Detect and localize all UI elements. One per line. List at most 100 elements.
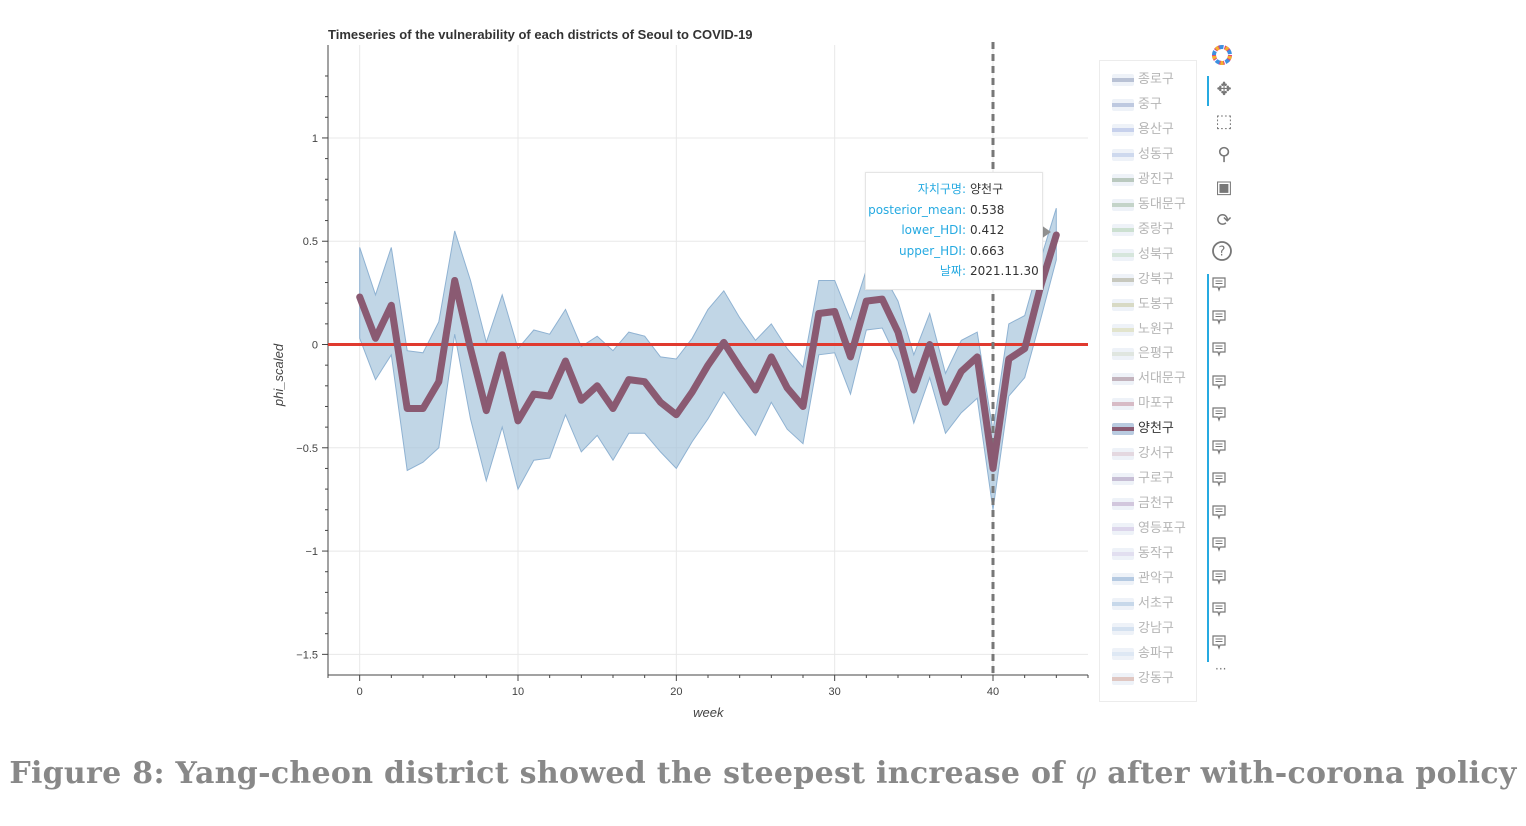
pan-icon[interactable]: ✥	[1216, 78, 1232, 100]
legend-label: 마포구	[1138, 396, 1174, 412]
legend-swatch-line	[1112, 477, 1134, 482]
legend-swatch-line	[1112, 427, 1134, 432]
x-tick-label: 30	[829, 686, 841, 698]
hover-tool-icon[interactable]	[1211, 601, 1237, 627]
legend-item[interactable]: 은평구	[1110, 342, 1196, 366]
legend-item[interactable]: 송파구	[1110, 642, 1196, 666]
legend-swatch	[1112, 373, 1134, 386]
legend-label: 송파구	[1138, 645, 1174, 661]
legend-swatch	[1112, 198, 1134, 211]
legend-swatch	[1112, 622, 1134, 635]
legend-item[interactable]: 금천구	[1110, 492, 1196, 516]
legend-swatch	[1112, 597, 1134, 610]
bokeh-logo-icon[interactable]	[1211, 44, 1237, 70]
hover-tool-icon[interactable]	[1211, 569, 1237, 595]
series-line-yangcheon	[356, 231, 1060, 472]
legend-swatch	[1112, 398, 1134, 411]
tooltip-row: 날짜: 2021.11.30	[866, 261, 1042, 281]
legend-label: 강동구	[1138, 670, 1174, 686]
legend-item[interactable]: 광진구	[1110, 168, 1196, 192]
tooltip-key: upper_HDI:	[898, 243, 966, 258]
legend-label: 구로구	[1138, 471, 1174, 487]
legend-swatch	[1112, 123, 1134, 136]
legend-label: 강남구	[1138, 620, 1174, 636]
legend-label: 영등포구	[1138, 521, 1186, 537]
legend-swatch-line	[1112, 577, 1134, 581]
reset-icon[interactable]: ⟳	[1216, 209, 1232, 231]
legend-item[interactable]: 중랑구	[1110, 218, 1196, 242]
wheel-zoom-icon[interactable]: ⚲	[1217, 144, 1231, 166]
y-tick-label: 0	[312, 340, 318, 352]
legend-item[interactable]: 강서구	[1110, 442, 1196, 466]
legend-item[interactable]: 종로구	[1110, 68, 1196, 92]
legend-swatch	[1112, 448, 1134, 461]
legend-item[interactable]: 영등포구	[1110, 517, 1196, 541]
hover-tool-icon[interactable]	[1211, 634, 1237, 660]
legend-item[interactable]: 관악구	[1110, 567, 1196, 591]
hover-tool-icon[interactable]	[1211, 471, 1237, 497]
hover-tool-icon[interactable]	[1211, 309, 1237, 335]
legend-item[interactable]: 동작구	[1110, 542, 1196, 566]
tooltip-value: 2021.11.30	[970, 264, 1039, 279]
tooltip-row: 자치구명: 양천구	[866, 179, 1042, 199]
legend-swatch-line	[1112, 102, 1134, 107]
legend-label: 서초구	[1138, 595, 1174, 611]
tooltip-value: 0.663	[970, 243, 1005, 258]
save-icon[interactable]: ▣	[1215, 176, 1233, 198]
legend-item[interactable]: 성북구	[1110, 243, 1196, 267]
hover-tool-icon[interactable]	[1211, 374, 1237, 400]
legend-swatch-line	[1112, 601, 1134, 606]
legend-swatch-line	[1112, 676, 1134, 681]
legend-item[interactable]: 구로구	[1110, 467, 1196, 491]
legend-swatch	[1112, 423, 1134, 436]
help-icon[interactable]: ?	[1211, 240, 1237, 266]
hover-tool-icon[interactable]	[1211, 406, 1237, 432]
legend-item[interactable]: 강동구	[1110, 667, 1196, 691]
legend-item[interactable]: 양천구	[1110, 417, 1196, 441]
legend-swatch	[1112, 248, 1134, 261]
legend-item[interactable]: 도봉구	[1110, 293, 1196, 317]
legend-item[interactable]: 동대문구	[1110, 193, 1196, 217]
x-axis-label: week	[693, 705, 725, 720]
hover-tool-icon[interactable]	[1211, 341, 1237, 367]
tooltip-value: 양천구	[970, 182, 1004, 196]
legend-item[interactable]: 용산구	[1110, 118, 1196, 142]
caption-prefix: Figure 8: Yang-cheon district showed the…	[9, 756, 1076, 791]
legend-label: 서대문구	[1138, 371, 1186, 387]
legend-item[interactable]: 강북구	[1110, 268, 1196, 292]
hover-tool-icon[interactable]	[1211, 536, 1237, 562]
legend-swatch	[1112, 173, 1134, 186]
legend-label: 노원구	[1138, 321, 1174, 337]
tooltip-value: 0.538	[970, 202, 1005, 217]
legend-swatch	[1112, 298, 1134, 311]
legend-label: 양천구	[1138, 421, 1174, 437]
legend-swatch	[1112, 672, 1134, 685]
caption-suffix: after with-corona policy	[1096, 756, 1517, 791]
caption-phi-symbol: φ	[1075, 756, 1097, 791]
legend-item[interactable]: 성동구	[1110, 143, 1196, 167]
legend-item[interactable]: 중구	[1110, 93, 1196, 117]
legend-swatch-line	[1112, 352, 1134, 357]
box-zoom-icon[interactable]: ⬚	[1215, 111, 1233, 133]
toolbar-more[interactable]: ···	[1215, 662, 1227, 676]
legend-item[interactable]: 강남구	[1110, 617, 1196, 641]
legend-swatch-line	[1112, 302, 1134, 307]
figure-caption: Figure 8: Yang-cheon district showed the…	[0, 756, 1526, 791]
legend-item[interactable]: 서초구	[1110, 592, 1196, 616]
legend-swatch-line	[1112, 127, 1134, 132]
active-tool-indicator	[1207, 76, 1209, 106]
legend-item[interactable]: 노원구	[1110, 318, 1196, 342]
legend-swatch-line	[1112, 252, 1134, 257]
hover-tool-icon[interactable]	[1211, 504, 1237, 530]
legend-label: 광진구	[1138, 171, 1174, 187]
hover-tool-icon[interactable]	[1211, 276, 1237, 302]
legend-swatch-line	[1112, 78, 1134, 82]
legend-item[interactable]: 마포구	[1110, 392, 1196, 416]
y-tick-label: −1	[305, 546, 318, 558]
tooltip-key: lower_HDI:	[901, 223, 966, 238]
tooltip-row: posterior_mean: 0.538	[866, 200, 1042, 220]
legend-swatch	[1112, 273, 1134, 286]
legend-item[interactable]: 서대문구	[1110, 367, 1196, 391]
hover-tool-icon[interactable]	[1211, 439, 1237, 465]
